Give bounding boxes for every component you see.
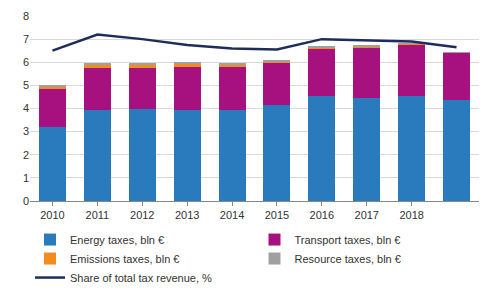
svg-text:Energy taxes, bln €: Energy taxes, bln € [70, 234, 164, 246]
svg-text:2017: 2017 [355, 209, 379, 221]
svg-text:2015: 2015 [265, 209, 289, 221]
svg-text:2012: 2012 [130, 209, 154, 221]
svg-text:2010: 2010 [40, 209, 64, 221]
svg-text:2011: 2011 [86, 209, 110, 221]
svg-text:2018: 2018 [399, 209, 423, 221]
svg-text:2016: 2016 [310, 209, 334, 221]
svg-text:7: 7 [23, 33, 29, 45]
svg-text:2013: 2013 [175, 209, 199, 221]
svg-text:4: 4 [23, 102, 29, 114]
svg-text:2014: 2014 [220, 209, 244, 221]
svg-text:Emissions taxes, bln €: Emissions taxes, bln € [70, 253, 179, 265]
svg-text:1: 1 [23, 172, 29, 184]
svg-text:8: 8 [23, 10, 29, 22]
svg-text:Resource taxes, bln €: Resource taxes, bln € [295, 253, 401, 265]
svg-text:2: 2 [23, 149, 29, 161]
svg-text:5: 5 [23, 79, 29, 91]
svg-text:Transport taxes, bln €: Transport taxes, bln € [295, 234, 401, 246]
svg-text:Share of total tax revenue, %: Share of total tax revenue, % [70, 272, 212, 284]
svg-text:0: 0 [23, 195, 29, 207]
svg-text:6: 6 [23, 56, 29, 68]
svg-text:3: 3 [23, 125, 29, 137]
